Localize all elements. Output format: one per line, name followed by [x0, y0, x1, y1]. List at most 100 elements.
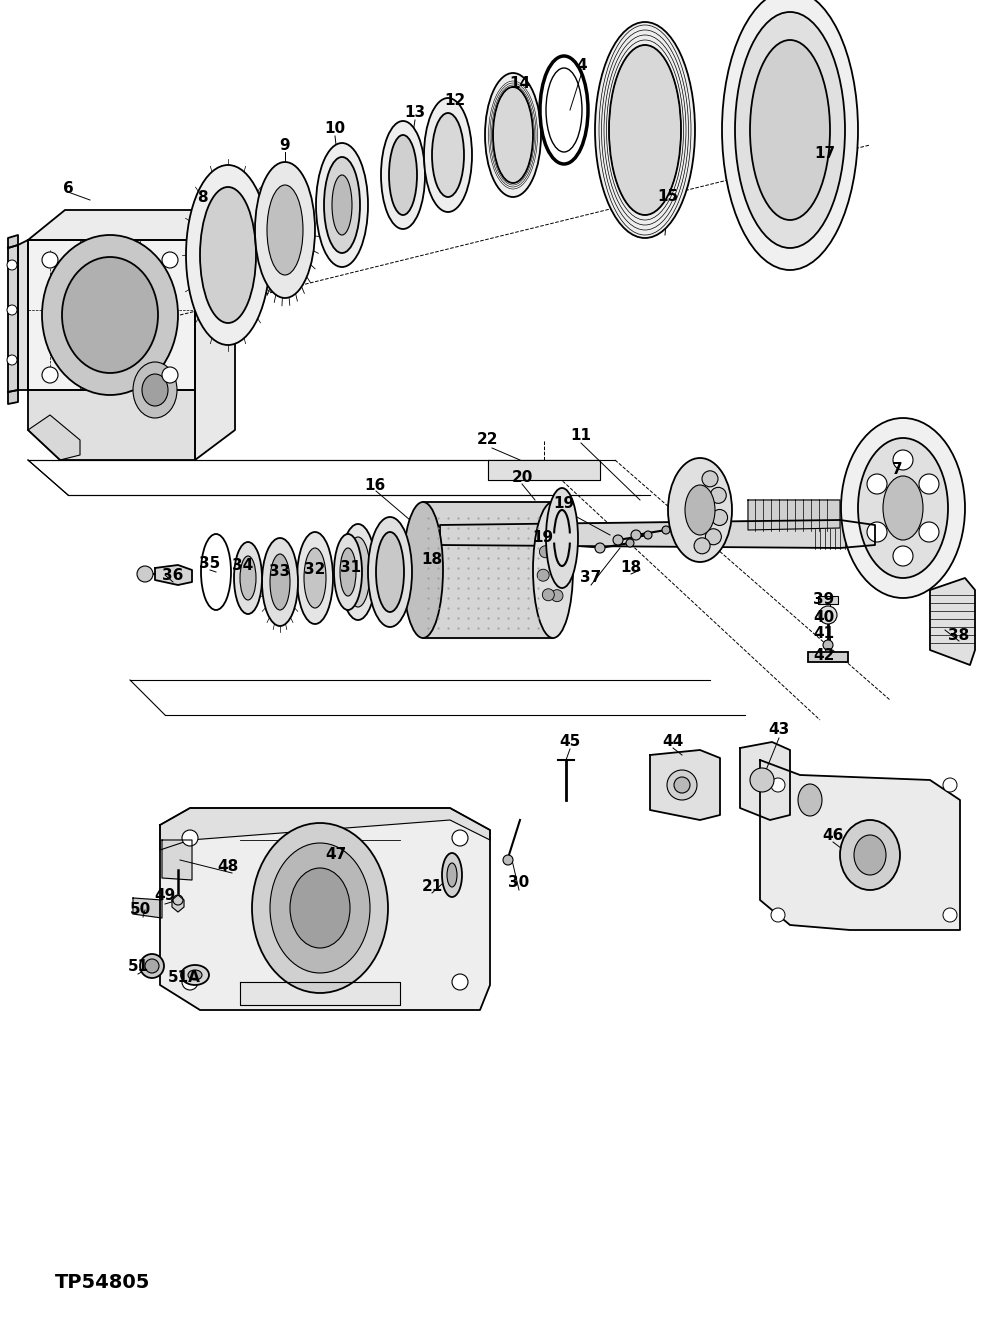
Ellipse shape [608, 45, 680, 215]
Ellipse shape [684, 485, 715, 534]
Circle shape [770, 908, 784, 922]
Polygon shape [740, 743, 789, 819]
Circle shape [673, 777, 689, 793]
Ellipse shape [492, 88, 533, 183]
Polygon shape [747, 500, 839, 530]
Polygon shape [759, 760, 959, 930]
Text: 38: 38 [947, 627, 968, 643]
Circle shape [145, 959, 159, 973]
Text: 46: 46 [821, 827, 843, 842]
Ellipse shape [42, 235, 178, 395]
Circle shape [162, 367, 178, 383]
Ellipse shape [749, 40, 829, 220]
Circle shape [594, 544, 604, 553]
Polygon shape [240, 983, 400, 1005]
Text: 20: 20 [511, 471, 532, 485]
Ellipse shape [368, 517, 412, 627]
Circle shape [661, 526, 669, 534]
Circle shape [866, 522, 886, 542]
Circle shape [942, 778, 956, 792]
Ellipse shape [62, 257, 158, 373]
Circle shape [542, 589, 554, 601]
Ellipse shape [594, 23, 694, 237]
Ellipse shape [840, 418, 964, 598]
Text: 22: 22 [477, 432, 498, 447]
Ellipse shape [533, 503, 573, 638]
Polygon shape [28, 210, 235, 280]
Text: 44: 44 [662, 735, 683, 749]
Polygon shape [195, 240, 235, 460]
Ellipse shape [340, 524, 376, 621]
Polygon shape [155, 565, 192, 585]
Text: 16: 16 [364, 477, 386, 492]
Circle shape [7, 355, 17, 365]
Ellipse shape [332, 175, 352, 235]
Text: 35: 35 [199, 556, 221, 570]
Polygon shape [28, 390, 195, 460]
Ellipse shape [289, 869, 350, 948]
Circle shape [612, 534, 622, 545]
Ellipse shape [340, 548, 356, 595]
Ellipse shape [346, 537, 370, 607]
Circle shape [630, 530, 640, 540]
Text: 18: 18 [421, 553, 442, 568]
Ellipse shape [667, 457, 732, 562]
Text: 43: 43 [767, 723, 789, 737]
Ellipse shape [261, 538, 297, 626]
Ellipse shape [853, 835, 885, 875]
Text: 39: 39 [812, 593, 834, 607]
Text: 6: 6 [63, 180, 74, 195]
Ellipse shape [441, 853, 461, 896]
Text: 51A: 51A [167, 971, 200, 985]
Text: 33: 33 [269, 565, 290, 579]
Ellipse shape [389, 135, 416, 215]
Text: 51: 51 [127, 960, 148, 975]
Circle shape [451, 830, 467, 846]
Circle shape [537, 569, 549, 581]
Ellipse shape [546, 488, 578, 587]
Text: 31: 31 [340, 561, 361, 575]
Text: 49: 49 [154, 888, 176, 903]
Circle shape [818, 606, 836, 625]
Ellipse shape [133, 362, 177, 418]
Text: 42: 42 [812, 647, 834, 663]
Text: 37: 37 [580, 570, 601, 586]
Text: 12: 12 [444, 93, 465, 107]
Ellipse shape [234, 542, 261, 614]
Ellipse shape [188, 971, 202, 980]
Polygon shape [929, 578, 974, 666]
Polygon shape [8, 390, 18, 404]
Text: 13: 13 [404, 105, 425, 119]
Circle shape [539, 546, 551, 558]
Circle shape [702, 471, 718, 487]
Bar [817, 595, 837, 605]
Ellipse shape [269, 843, 370, 973]
Text: 40: 40 [812, 610, 834, 625]
Text: 48: 48 [217, 859, 239, 875]
Circle shape [711, 509, 727, 525]
Polygon shape [8, 235, 18, 248]
Text: 45: 45 [559, 735, 580, 749]
Polygon shape [133, 898, 162, 918]
Ellipse shape [857, 438, 947, 578]
Ellipse shape [735, 12, 844, 248]
Circle shape [694, 538, 710, 554]
Circle shape [551, 590, 563, 602]
Polygon shape [439, 520, 874, 548]
Circle shape [503, 855, 513, 865]
Circle shape [173, 895, 183, 906]
Polygon shape [162, 839, 192, 880]
Circle shape [705, 529, 721, 545]
Ellipse shape [423, 98, 471, 212]
Polygon shape [28, 415, 80, 460]
Text: 47: 47 [325, 847, 346, 862]
Ellipse shape [334, 534, 362, 610]
Circle shape [942, 908, 956, 922]
Ellipse shape [376, 532, 404, 613]
Text: 19: 19 [532, 529, 553, 545]
Ellipse shape [304, 548, 326, 609]
Ellipse shape [269, 554, 289, 610]
Circle shape [625, 538, 633, 548]
Circle shape [7, 260, 17, 271]
Circle shape [7, 305, 17, 316]
